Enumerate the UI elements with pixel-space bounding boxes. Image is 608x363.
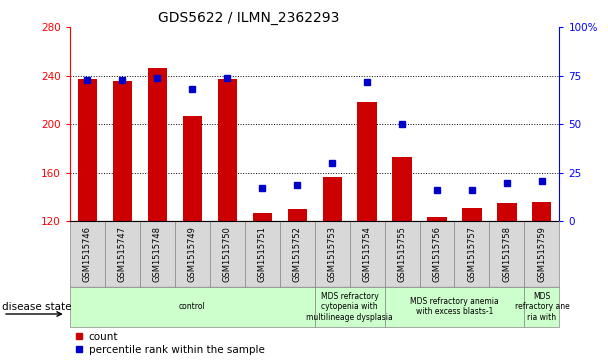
Bar [524,221,559,287]
Bar [112,81,132,221]
Legend: count, percentile rank within the sample: count, percentile rank within the sample [75,332,264,355]
Bar [524,287,559,327]
Text: GSM1515754: GSM1515754 [362,226,371,282]
Text: MDS refractory anemia
with excess blasts-1: MDS refractory anemia with excess blasts… [410,297,499,317]
Text: MDS
refractory ane
ria with: MDS refractory ane ria with [514,292,569,322]
Bar [70,287,315,327]
Text: GSM1515751: GSM1515751 [258,226,267,282]
Bar [210,221,244,287]
Bar [244,221,280,287]
Bar [385,287,525,327]
Bar [140,221,175,287]
Bar [182,116,202,221]
Text: GSM1515753: GSM1515753 [328,226,337,282]
Bar [315,221,350,287]
Bar [350,221,384,287]
Bar [252,213,272,221]
Bar [462,208,482,221]
Text: GSM1515748: GSM1515748 [153,226,162,282]
Bar [497,203,517,221]
Bar [427,217,447,221]
Bar [148,69,167,221]
Text: control: control [179,302,206,311]
Bar [70,221,105,287]
Text: GDS5622 / ILMN_2362293: GDS5622 / ILMN_2362293 [158,11,339,25]
Text: GSM1515757: GSM1515757 [468,226,477,282]
Bar [315,287,384,327]
Text: GSM1515752: GSM1515752 [292,226,302,282]
Bar [532,202,551,221]
Text: GSM1515750: GSM1515750 [223,226,232,282]
Bar [420,221,454,287]
Bar [280,221,315,287]
Bar [358,102,377,221]
Bar [489,221,525,287]
Text: GSM1515756: GSM1515756 [432,226,441,282]
Bar [385,221,420,287]
Text: GSM1515747: GSM1515747 [118,226,127,282]
Bar [175,221,210,287]
Text: GSM1515746: GSM1515746 [83,226,92,282]
Text: GSM1515755: GSM1515755 [398,226,407,282]
Bar [78,79,97,221]
Text: GSM1515758: GSM1515758 [502,226,511,282]
Bar [105,221,140,287]
Text: GSM1515749: GSM1515749 [188,226,197,282]
Bar [322,176,342,221]
Bar [392,157,412,221]
Bar [218,79,237,221]
Bar [288,209,307,221]
Text: MDS refractory
cytopenia with
multilineage dysplasia: MDS refractory cytopenia with multilinea… [306,292,393,322]
Text: GSM1515759: GSM1515759 [537,226,547,282]
Bar [454,221,489,287]
Text: disease state: disease state [2,302,71,312]
